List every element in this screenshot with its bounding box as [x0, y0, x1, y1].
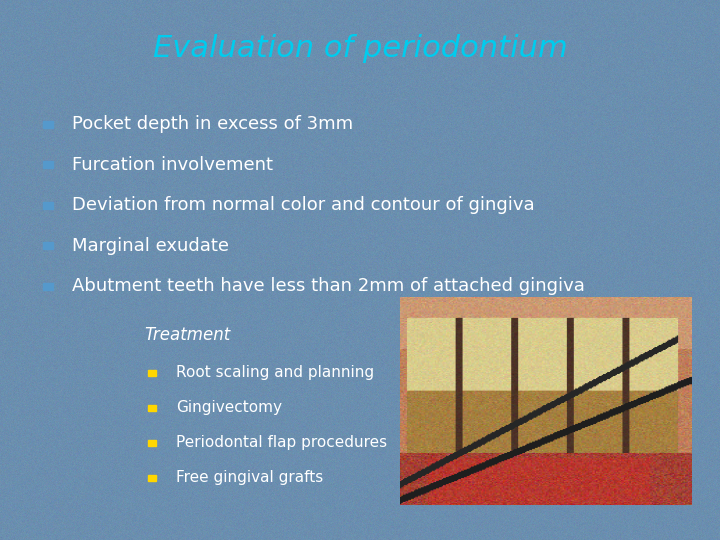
- Text: Abutment teeth have less than 2mm of attached gingiva: Abutment teeth have less than 2mm of att…: [72, 277, 585, 295]
- Text: Treatment: Treatment: [144, 326, 230, 344]
- Text: Free gingival grafts: Free gingival grafts: [176, 470, 324, 485]
- Bar: [43, 201, 53, 208]
- Bar: [43, 242, 53, 249]
- Text: Evaluation of periodontium: Evaluation of periodontium: [153, 34, 567, 63]
- Text: Deviation from normal color and contour of gingiva: Deviation from normal color and contour …: [72, 196, 535, 214]
- Bar: [43, 283, 53, 289]
- Text: Gingivectomy: Gingivectomy: [176, 400, 282, 415]
- Text: Periodontal flap procedures: Periodontal flap procedures: [176, 435, 387, 450]
- Text: Marginal exudate: Marginal exudate: [72, 237, 229, 255]
- Bar: [148, 475, 156, 481]
- Bar: [148, 405, 156, 410]
- Bar: [43, 161, 53, 168]
- Bar: [43, 120, 53, 127]
- Text: Pocket depth in excess of 3mm: Pocket depth in excess of 3mm: [72, 115, 353, 133]
- Bar: [148, 369, 156, 376]
- Bar: [148, 440, 156, 446]
- Text: Furcation involvement: Furcation involvement: [72, 156, 273, 174]
- Text: Root scaling and planning: Root scaling and planning: [176, 365, 374, 380]
